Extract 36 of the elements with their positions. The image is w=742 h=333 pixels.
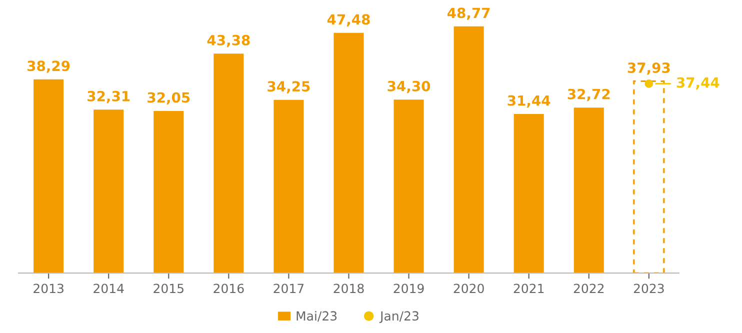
x-tick-label: 2014 [94,284,124,294]
x-tick-label: 2018 [334,284,364,294]
x-tick-label: 2015 [154,284,184,294]
x-tick-label: 2017 [274,284,304,294]
data-label: 32,72 [568,88,610,102]
x-tick-label: 2020 [454,284,484,294]
data-label: 47,48 [327,14,370,26]
x-tick-label: 2022 [574,284,604,294]
data-label: 34,30 [388,80,430,94]
data-label: 32,31 [88,90,130,104]
data-label: 37,44 [676,77,720,90]
x-tick-label: 2023 [634,284,664,294]
bar [394,100,424,274]
data-label: 31,44 [508,95,550,108]
bar [454,26,484,274]
data-label: 37,93 [628,62,670,75]
x-tick-label: 2019 [394,284,424,294]
data-label: 34,25 [268,81,310,94]
bar [94,110,124,274]
x-tick-label: 2016 [214,284,244,294]
bar [154,110,184,274]
bar [633,80,665,274]
bar [274,100,304,274]
bar [34,79,64,274]
legend-label: Mai/23 [296,310,337,322]
data-label: 48,77 [447,8,490,20]
x-tick-label: 2021 [514,284,544,294]
bar [574,108,604,274]
bar [334,32,364,274]
x-tick-label: 2013 [34,284,64,294]
legend-label: Jan/23 [379,311,418,323]
data-label: 38,29 [28,60,70,73]
data-label: 43,38 [207,34,250,48]
bar [214,54,244,274]
bar [514,114,544,274]
data-label: 32,05 [148,92,190,104]
